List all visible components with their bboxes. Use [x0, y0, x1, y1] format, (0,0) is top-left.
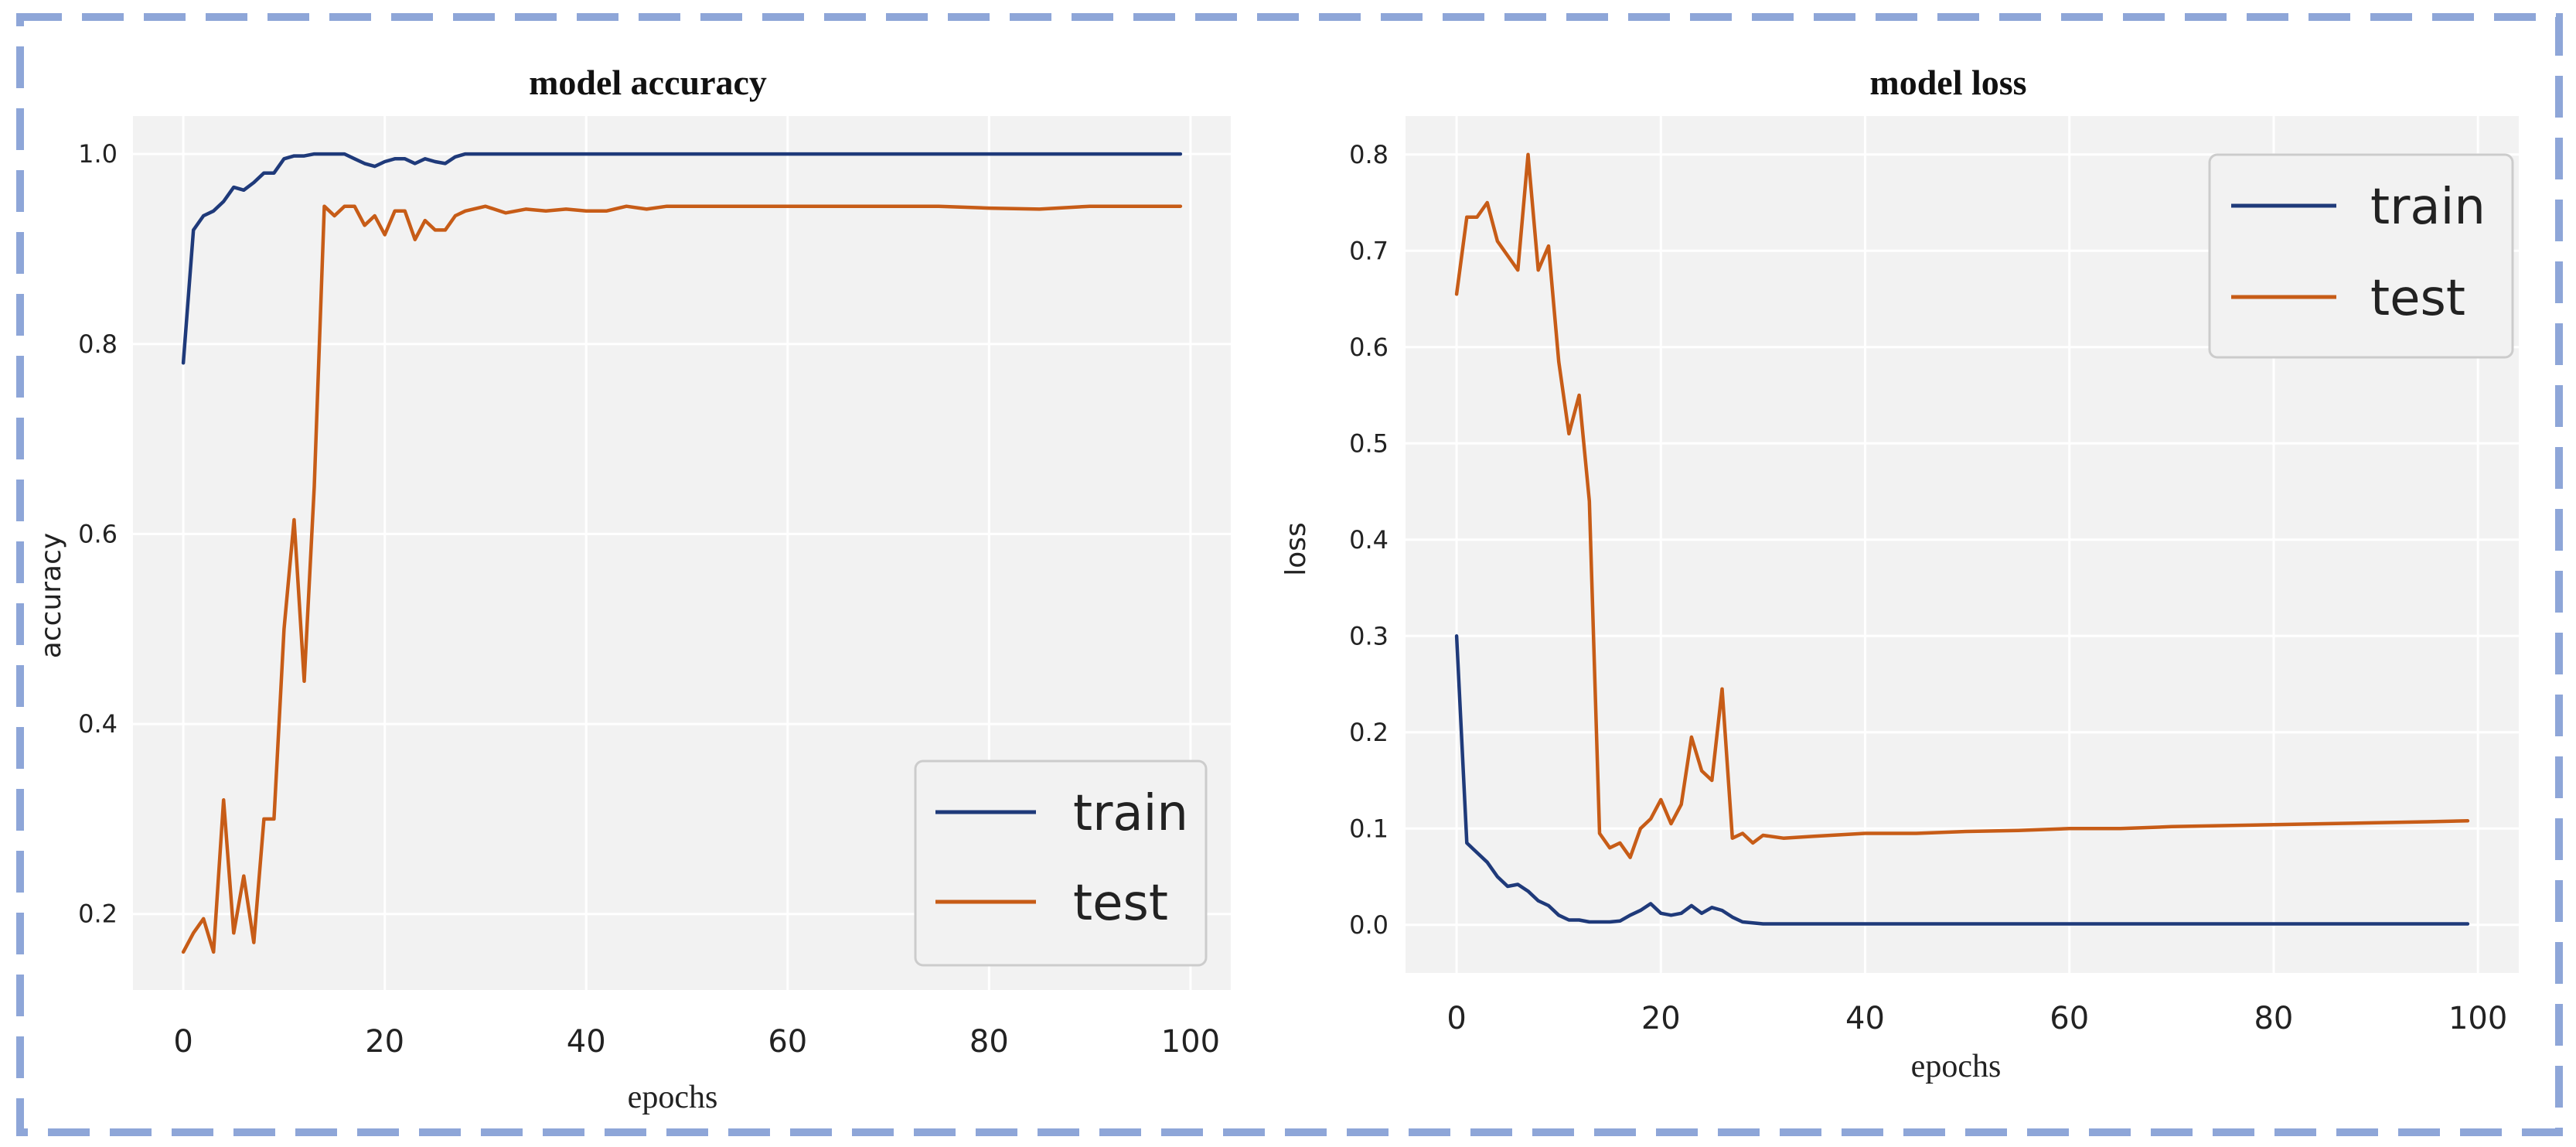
loss-y-tick-label: 0.0 [1349, 910, 1389, 940]
loss-x-tick-label: 0 [1446, 1001, 1466, 1036]
accuracy-train-line [181, 152, 1183, 365]
loss-x-ticks: 0 20 40 60 80 100 [1446, 1001, 2507, 1036]
accuracy-test-line [181, 204, 1183, 954]
loss-y-tick-label: 0.8 [1349, 140, 1389, 169]
accuracy-y-tick-label: 0.2 [78, 900, 118, 929]
loss-legend: train test [2208, 153, 2514, 359]
loss-x-tick-label: 100 [2448, 1001, 2507, 1036]
loss-x-tick-label: 20 [1641, 1001, 1681, 1036]
accuracy-series-lines [181, 152, 1183, 954]
loss-legend-train-label: train [2370, 179, 2486, 236]
loss-chart: model loss 0.0 0.1 0.2 0.3 0.4 0.5 0.6 0.7 0.8 0… [1280, 63, 2519, 1084]
loss-x-tick-label: 40 [1845, 1001, 1885, 1036]
loss-x-axis-label: epochs [1911, 1049, 2002, 1084]
accuracy-x-axis-label: epochs [628, 1080, 718, 1115]
accuracy-legend: train test [914, 760, 1208, 967]
loss-y-tick-label: 0.5 [1349, 428, 1389, 458]
loss-y-tick-label: 0.4 [1349, 525, 1389, 555]
accuracy-x-tick-label: 40 [567, 1024, 606, 1060]
loss-legend-test-label: test [2370, 270, 2465, 327]
loss-y-axis-label: loss [1280, 522, 1312, 576]
accuracy-x-tick-label: 20 [365, 1024, 404, 1060]
loss-y-ticks: 0.0 0.1 0.2 0.3 0.4 0.5 0.6 0.7 0.8 [1349, 140, 1389, 940]
loss-y-tick-label: 0.7 [1349, 236, 1389, 265]
accuracy-y-tick-label: 1.0 [78, 139, 118, 169]
accuracy-y-ticks: 0.2 0.4 0.6 0.8 1.0 [78, 139, 118, 929]
accuracy-chart: model accuracy 0.2 0.4 0.6 0.8 1.0 0 20 40 60 80… [36, 63, 1231, 1115]
accuracy-x-tick-label: 100 [1161, 1024, 1220, 1060]
accuracy-x-tick-label: 0 [173, 1024, 193, 1060]
accuracy-y-tick-label: 0.6 [78, 519, 118, 548]
loss-y-tick-label: 0.1 [1349, 814, 1389, 843]
loss-y-tick-label: 0.3 [1349, 621, 1389, 650]
loss-test-line [1454, 152, 2470, 859]
accuracy-y-tick-label: 0.8 [78, 329, 118, 359]
loss-series-lines [1454, 152, 2470, 926]
loss-y-tick-label: 0.2 [1349, 718, 1389, 747]
accuracy-y-tick-label: 0.4 [78, 709, 118, 739]
loss-chart-title: model loss [1869, 63, 2026, 102]
dashed-frame-border [16, 13, 2563, 1136]
loss-x-tick-label: 80 [2254, 1001, 2293, 1036]
accuracy-y-axis-label: accuracy [36, 533, 67, 658]
loss-train-line [1454, 634, 2470, 926]
accuracy-legend-train-label: train [1073, 785, 1188, 842]
accuracy-x-tick-label: 60 [768, 1024, 807, 1060]
accuracy-x-ticks: 0 20 40 60 80 100 [173, 1024, 1220, 1060]
accuracy-legend-test-label: test [1073, 875, 1168, 932]
loss-y-tick-label: 0.6 [1349, 333, 1389, 362]
accuracy-chart-title: model accuracy [529, 63, 767, 102]
accuracy-x-tick-label: 80 [969, 1024, 1009, 1060]
loss-x-tick-label: 60 [2050, 1001, 2089, 1036]
